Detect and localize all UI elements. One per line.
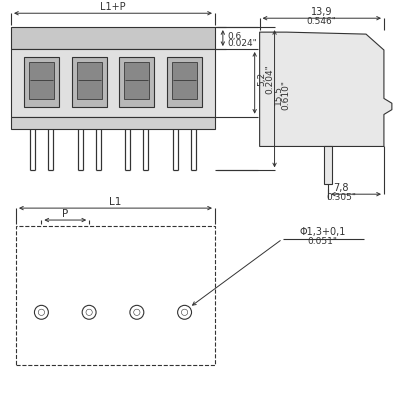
Bar [324, 146, 332, 184]
Bar [72, 57, 107, 107]
Bar [119, 57, 154, 107]
Text: 7,8: 7,8 [333, 183, 349, 193]
Bar [16, 226, 215, 365]
Polygon shape [260, 32, 392, 146]
Text: 0.024": 0.024" [228, 38, 258, 48]
Bar [11, 117, 215, 128]
Text: 13,9: 13,9 [311, 7, 333, 17]
Circle shape [86, 309, 92, 316]
Text: L1+P: L1+P [100, 2, 126, 12]
Text: 0,6: 0,6 [228, 32, 242, 41]
Bar [77, 62, 102, 99]
Bar [11, 49, 215, 117]
Bar [24, 57, 59, 107]
Bar [11, 27, 215, 49]
Bar [172, 62, 197, 99]
Circle shape [82, 305, 96, 319]
Text: P: P [62, 209, 68, 219]
Bar [167, 57, 202, 107]
Bar [29, 62, 54, 99]
Circle shape [178, 305, 192, 319]
Text: 0.051": 0.051" [307, 237, 337, 246]
Text: Φ1,3+0,1: Φ1,3+0,1 [299, 227, 346, 237]
Circle shape [134, 309, 140, 316]
Text: 0.546": 0.546" [307, 17, 337, 26]
Text: 0.204": 0.204" [265, 64, 275, 94]
Circle shape [130, 305, 144, 319]
Text: 0.305": 0.305" [326, 193, 356, 202]
Text: 15,5: 15,5 [274, 85, 282, 105]
Text: L1: L1 [109, 197, 122, 207]
Circle shape [34, 305, 48, 319]
Text: 5,2: 5,2 [258, 72, 267, 86]
Circle shape [181, 309, 188, 316]
Text: 0.610": 0.610" [282, 80, 290, 110]
Bar [124, 62, 149, 99]
Circle shape [38, 309, 45, 316]
